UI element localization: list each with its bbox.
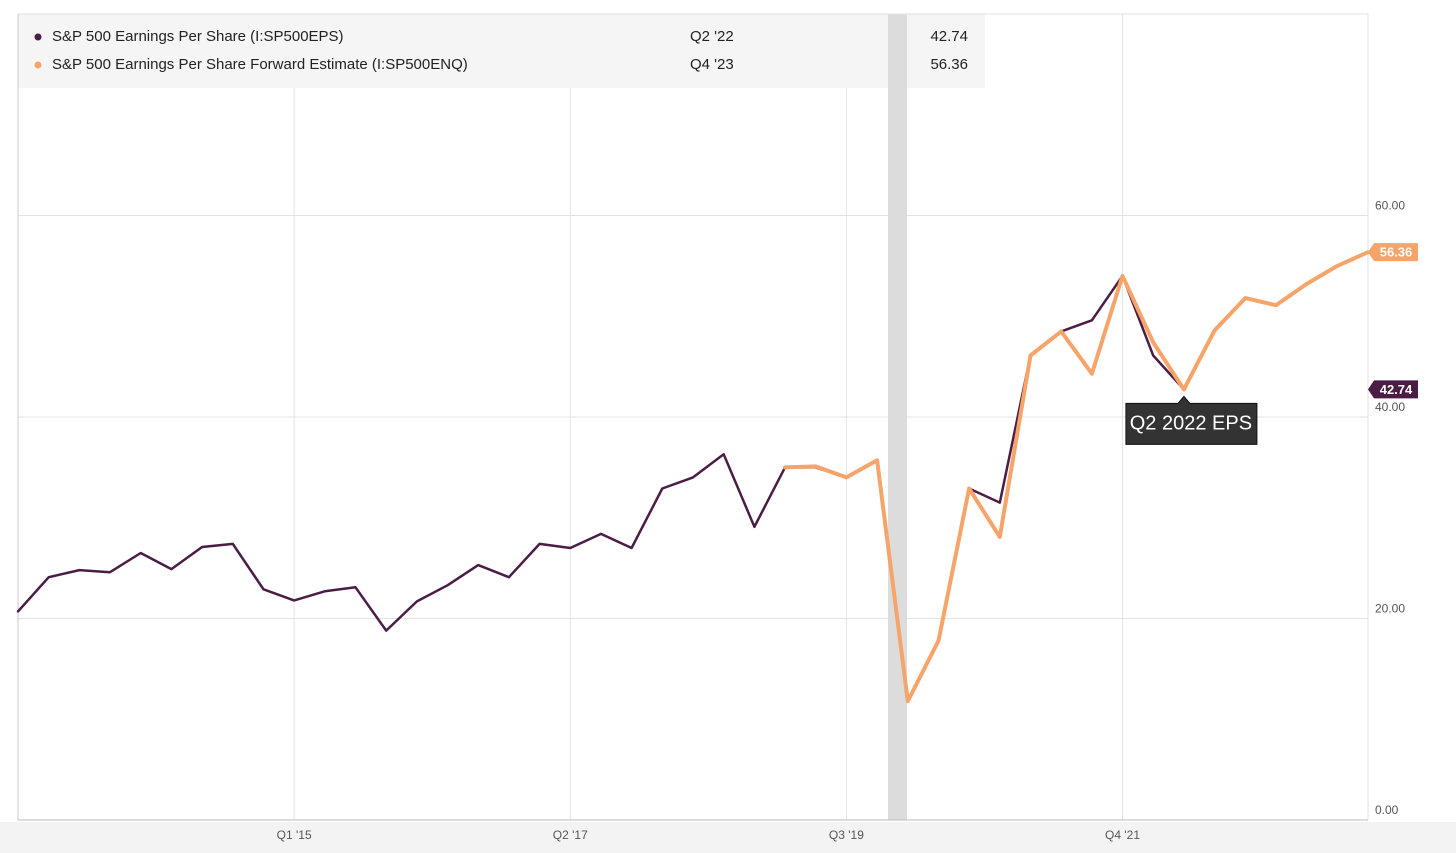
x-tick-label: Q3 '19 bbox=[829, 828, 864, 842]
legend: S&P 500 Earnings Per Share (I:SP500EPS) Q… bbox=[34, 28, 968, 73]
legend-dot bbox=[34, 33, 42, 41]
series-line bbox=[16, 274, 1186, 703]
legend-date: Q2 '22 bbox=[690, 28, 734, 45]
series-line bbox=[783, 250, 1370, 704]
legend-box bbox=[18, 14, 985, 88]
legend-value: 56.36 bbox=[930, 56, 968, 73]
value-tag-label: 56.36 bbox=[1380, 245, 1413, 260]
x-tick-label: Q4 '21 bbox=[1105, 828, 1140, 842]
y-tick-label: 0.00 bbox=[1375, 803, 1399, 817]
y-tick-label: 40.00 bbox=[1375, 400, 1405, 414]
legend-value: 42.74 bbox=[930, 28, 968, 45]
x-tick-label: Q1 '15 bbox=[277, 828, 312, 842]
y-tick-label: 20.00 bbox=[1375, 602, 1405, 616]
recession-band bbox=[888, 14, 907, 820]
overlays: 42.74 56.36 Q2 2022 EPS bbox=[1125, 243, 1418, 445]
legend-dot bbox=[34, 61, 42, 69]
y-tick-label: 60.00 bbox=[1375, 199, 1405, 213]
legend-name: S&P 500 Earnings Per Share Forward Estim… bbox=[52, 56, 468, 73]
grid: 0.00 20.00 40.00 60.00 Q1 '15 Q2 '17 Q3 '19 Q4 … bbox=[18, 14, 1405, 842]
value-tag-label: 42.74 bbox=[1380, 382, 1413, 397]
legend-date: Q4 '23 bbox=[690, 56, 734, 73]
series-lines bbox=[16, 250, 1370, 704]
x-axis-strip bbox=[0, 822, 1456, 853]
annotation-box bbox=[1125, 395, 1258, 445]
value-tag bbox=[1368, 380, 1418, 399]
value-tag bbox=[1368, 243, 1418, 262]
x-tick-label: Q2 '17 bbox=[553, 828, 588, 842]
legend-name: S&P 500 Earnings Per Share (I:SP500EPS) bbox=[52, 28, 344, 45]
annotation: Q2 2022 EPS bbox=[1130, 413, 1252, 435]
